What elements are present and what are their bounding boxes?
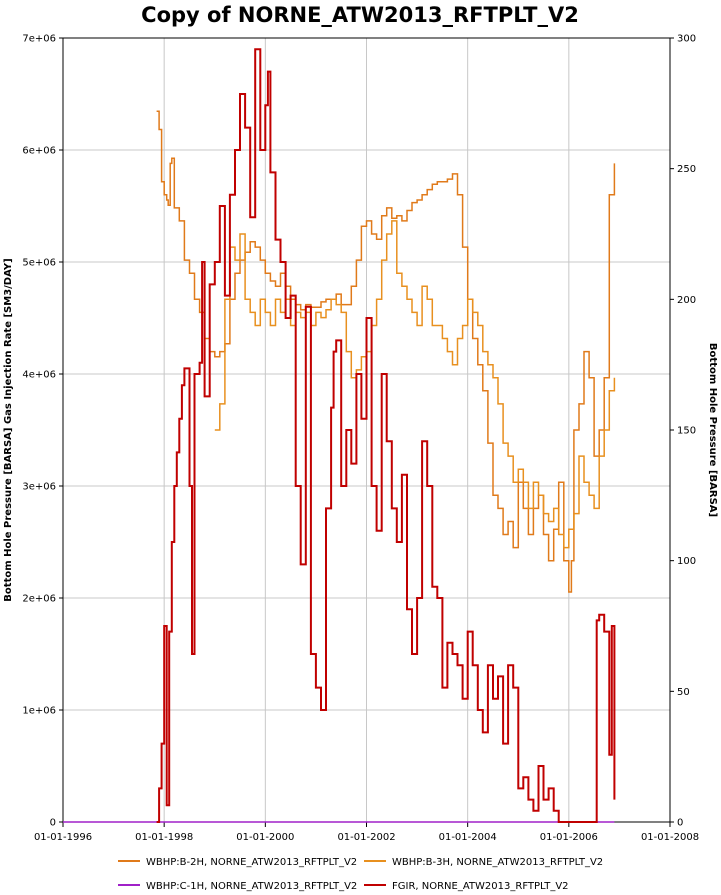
y-left-axis-label: Bottom Hole Pressure [BARSA] Gas Injecti… [3, 258, 14, 601]
x-tick-label: 01-01-2000 [236, 832, 294, 843]
y-right-tick-label: 50 [677, 687, 690, 698]
legend-item-fgir[interactable]: FGIR, NORNE_ATW2013_RFTPLT_V2 [364, 881, 569, 892]
y-left-tick-label: 6e+06 [22, 146, 56, 157]
y-left-tick-label: 4e+06 [22, 370, 56, 381]
legend-label-c1h: WBHP:C-1H, NORNE_ATW2013_RFTPLT_V2 [146, 881, 357, 892]
x-axis: 01-01-1996 01-01-1998 01-01-2000 01-01-2002… [34, 822, 699, 843]
legend-label-fgir: FGIR, NORNE_ATW2013_RFTPLT_V2 [392, 881, 569, 892]
legend-label-b2h: WBHP:B-2H, NORNE_ATW2013_RFTPLT_V2 [146, 857, 357, 868]
x-tick-label: 01-01-2006 [540, 832, 598, 843]
y-left-tick-label: 1e+06 [22, 706, 56, 717]
legend-item-b2h[interactable]: WBHP:B-2H, NORNE_ATW2013_RFTPLT_V2 [118, 857, 357, 868]
legend-label-b3h: WBHP:B-3H, NORNE_ATW2013_RFTPLT_V2 [392, 857, 603, 868]
legend-item-b3h[interactable]: WBHP:B-3H, NORNE_ATW2013_RFTPLT_V2 [364, 857, 603, 868]
x-tick-label: 01-01-2008 [641, 832, 699, 843]
x-tick-label: 01-01-2004 [439, 832, 497, 843]
legend: WBHP:B-2H, NORNE_ATW2013_RFTPLT_V2 WBHP:… [118, 857, 603, 892]
y-right-axis-label: Bottom Hole Pressure [BARSA] [707, 343, 718, 517]
y-left-tick-label: 5e+06 [22, 258, 56, 269]
x-tick-label: 01-01-2002 [337, 832, 395, 843]
y-left-tick-label: 7e+06 [22, 34, 56, 45]
y-right-tick-label: 250 [677, 164, 696, 175]
y-right-tick-label: 200 [677, 295, 696, 306]
y-right-axis: 0 50 100 150 200 250 300 [670, 34, 696, 829]
y-left-tick-label: 0 [50, 818, 56, 829]
y-left-tick-label: 2e+06 [22, 594, 56, 605]
legend-item-c1h[interactable]: WBHP:C-1H, NORNE_ATW2013_RFTPLT_V2 [118, 881, 357, 892]
series-layer [63, 48, 616, 823]
series-line-fgir [156, 48, 616, 823]
x-tick-label: 01-01-1998 [135, 832, 193, 843]
chart-title: Copy of NORNE_ATW2013_RFTPLT_V2 [141, 3, 579, 27]
x-tick-label: 01-01-1996 [34, 832, 92, 843]
y-left-axis: 0 1e+06 2e+06 3e+06 4e+06 5e+06 6e+06 7e+06 [22, 34, 63, 829]
y-right-tick-label: 0 [677, 818, 683, 829]
y-right-tick-label: 300 [677, 34, 696, 45]
y-right-tick-label: 150 [677, 426, 696, 437]
series-line-b3h [214, 220, 616, 549]
y-left-tick-label: 3e+06 [22, 482, 56, 493]
y-right-tick-label: 100 [677, 556, 696, 567]
